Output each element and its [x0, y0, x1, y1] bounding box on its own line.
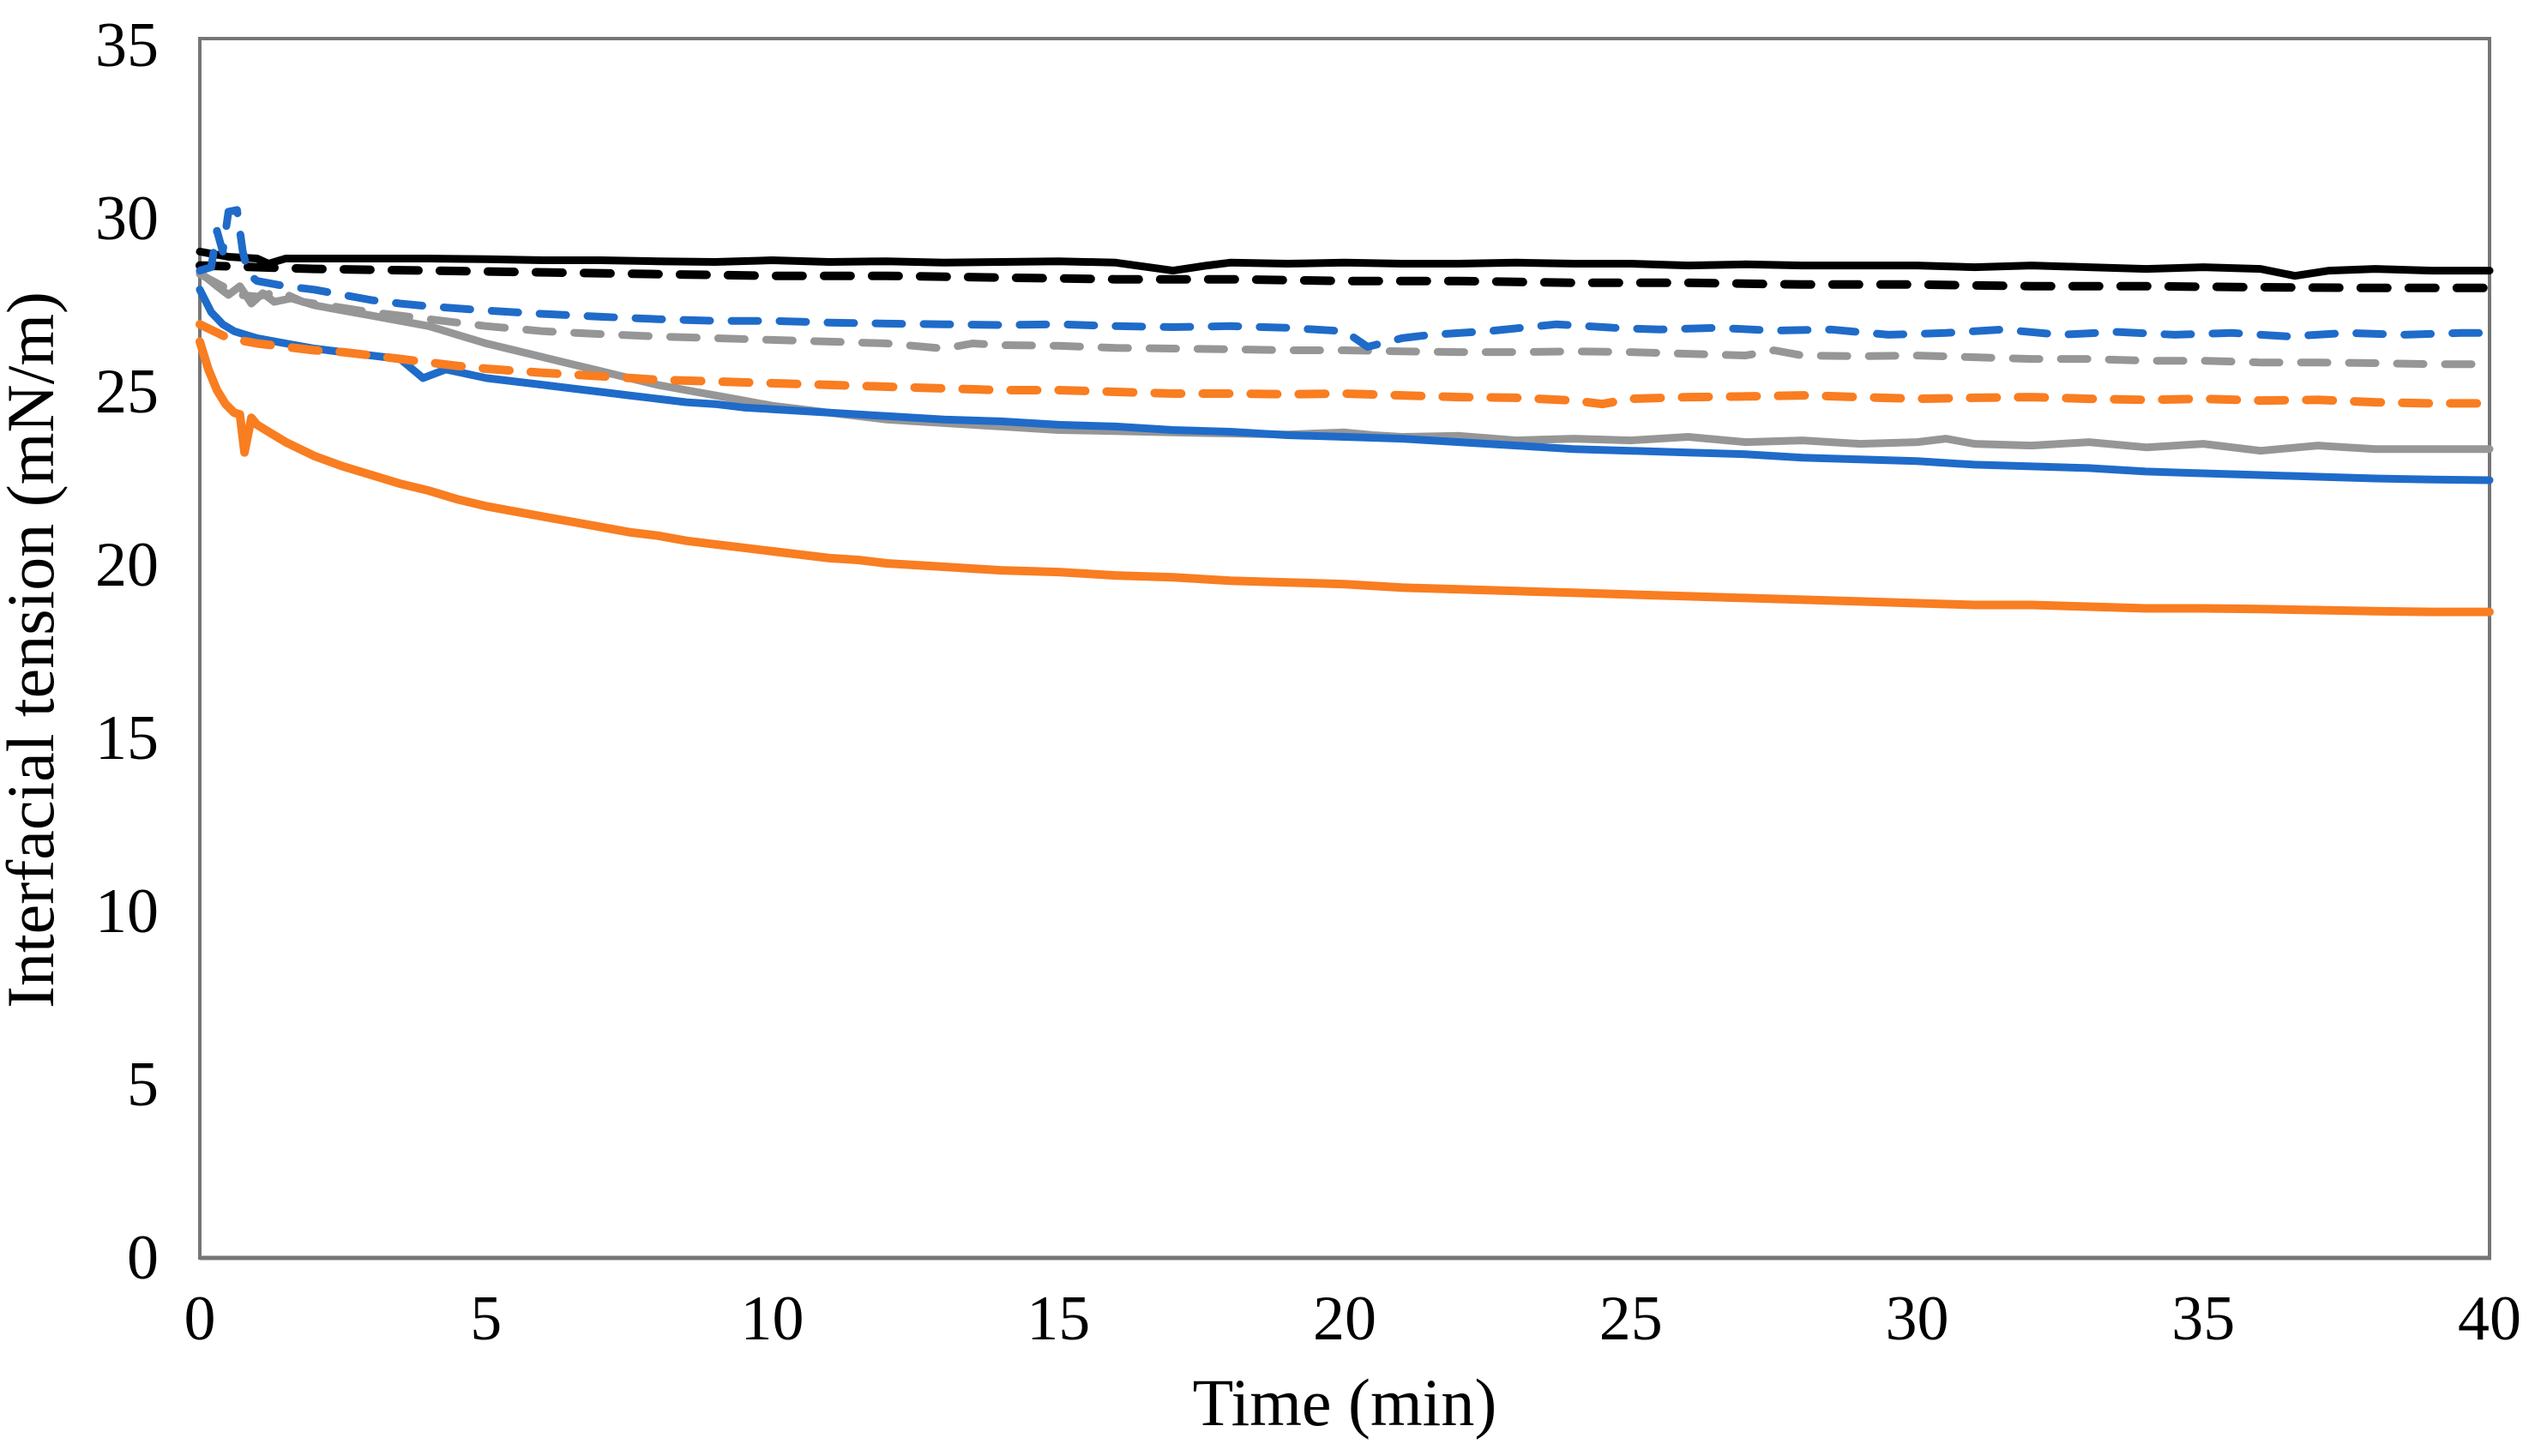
x-tick-label-25: 25 [1599, 1284, 1663, 1354]
x-tick-label-20: 20 [1313, 1284, 1376, 1354]
x-tick-label-40: 40 [2458, 1284, 2521, 1354]
series-line-black-solid [196, 247, 2494, 280]
plot-area-border [198, 37, 2491, 1260]
series-line-black-dashed [196, 261, 2494, 292]
y-axis-tick-labels: 0 5 10 15 20 25 30 35 [95, 10, 159, 1293]
series-line-blue-solid [196, 286, 2494, 484]
series-line-orange-dashed [196, 320, 2494, 409]
x-tick-label-35: 35 [2171, 1284, 2235, 1354]
y-tick-label-15: 15 [95, 703, 159, 773]
x-tick-label-0: 0 [184, 1284, 216, 1354]
series-lines [196, 206, 2494, 617]
series-line-gray-dashed [196, 270, 2494, 369]
x-axis-title: Time (min) [1193, 1365, 1497, 1440]
series-line-gray-solid [196, 268, 2494, 455]
y-tick-label-20: 20 [95, 530, 159, 600]
x-axis-tick-labels: 0 5 10 15 20 25 30 35 40 [184, 1284, 2522, 1354]
series-line-blue-dashed [196, 206, 2494, 351]
y-tick-label-5: 5 [127, 1050, 159, 1120]
x-tick-label-30: 30 [1886, 1284, 1949, 1354]
y-tick-label-10: 10 [95, 876, 159, 947]
y-tick-label-0: 0 [127, 1223, 159, 1293]
series-line-orange-solid [196, 337, 2494, 617]
y-tick-label-35: 35 [95, 10, 159, 81]
y-tick-label-30: 30 [95, 184, 159, 254]
y-axis-title: Interfacial tension (mN/m) [0, 292, 68, 1008]
x-tick-label-5: 5 [470, 1284, 502, 1354]
x-tick-label-10: 10 [741, 1284, 804, 1354]
y-tick-label-25: 25 [95, 357, 159, 427]
x-tick-label-15: 15 [1027, 1284, 1090, 1354]
